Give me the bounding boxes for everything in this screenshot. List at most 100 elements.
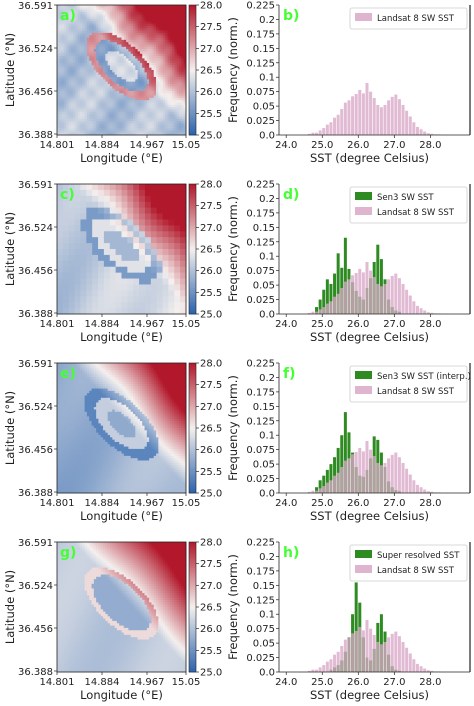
sst-pixel xyxy=(71,433,74,436)
sst-pixel xyxy=(89,428,92,431)
sst-pixel xyxy=(174,190,180,196)
sst-pixel xyxy=(89,70,92,73)
sst-pixel xyxy=(174,19,177,22)
sst-pixel xyxy=(110,273,116,279)
sst-pixel xyxy=(133,91,136,94)
sst-pixel xyxy=(110,35,113,38)
sst-pixel xyxy=(112,89,115,92)
sst-pixel xyxy=(154,17,157,20)
sst-pixel xyxy=(128,44,131,47)
sst-pixel xyxy=(73,435,76,438)
sst-pixel xyxy=(64,54,67,57)
sst-pixel xyxy=(133,7,136,10)
sst-pixel xyxy=(78,91,81,94)
sst-pixel xyxy=(66,100,69,103)
sst-pixel xyxy=(149,31,152,34)
sst-pixel xyxy=(94,89,97,92)
sst-pixel xyxy=(138,7,141,10)
sst-pixel xyxy=(147,96,150,99)
sst-pixel xyxy=(66,412,69,415)
sst-pixel xyxy=(168,243,174,249)
sst-pixel xyxy=(181,98,184,101)
sst-pixel xyxy=(158,84,161,87)
sst-pixel xyxy=(85,65,88,68)
sst-pixel xyxy=(165,40,168,43)
sst-pixel xyxy=(133,219,139,225)
sst-pixel xyxy=(75,128,78,131)
sst-pixel xyxy=(117,33,120,36)
sst-pixel xyxy=(154,72,157,75)
sst-pixel xyxy=(145,267,151,273)
sst-pixel xyxy=(117,70,120,73)
sst-pixel xyxy=(92,112,95,115)
sst-pixel xyxy=(94,365,97,368)
sst-pixel xyxy=(94,19,97,22)
sst-pixel xyxy=(62,437,65,440)
sst-pixel xyxy=(151,35,154,38)
sst-pixel xyxy=(63,237,69,243)
sst-pixel xyxy=(92,54,95,57)
sst-pixel xyxy=(126,40,129,43)
sst-pixel xyxy=(149,112,152,115)
sst-pixel xyxy=(75,68,78,71)
sst-pixel xyxy=(122,184,128,190)
sst-pixel xyxy=(75,396,78,399)
sst-pixel xyxy=(116,284,122,290)
sst-pixel xyxy=(131,49,134,52)
sst-pixel xyxy=(149,21,152,24)
sst-pixel xyxy=(87,10,90,13)
sst-pixel xyxy=(62,84,65,87)
sst-pixel xyxy=(179,70,182,73)
sst-pixel xyxy=(62,40,65,43)
sst-pixel xyxy=(172,58,175,61)
sst-pixel xyxy=(96,398,99,401)
sst-pixel xyxy=(181,96,184,99)
sst-pixel xyxy=(170,21,173,24)
colorbar-tick-label: 25.5 xyxy=(200,109,222,120)
sst-pixel xyxy=(115,121,118,124)
sst-pixel xyxy=(59,484,62,487)
sst-pixel xyxy=(163,107,166,110)
sst-pixel xyxy=(174,26,177,29)
sst-pixel xyxy=(80,484,83,487)
sst-pixel xyxy=(180,214,186,220)
sst-pixel xyxy=(122,225,128,231)
sst-pixel xyxy=(96,96,99,99)
sst-pixel xyxy=(179,96,182,99)
sst-pixel xyxy=(161,96,164,99)
sst-pixel xyxy=(140,123,143,126)
sst-pixel xyxy=(133,12,136,15)
sst-pixel xyxy=(174,121,177,124)
sst-pixel xyxy=(89,382,92,385)
histogram-bar xyxy=(376,284,379,314)
sst-pixel xyxy=(105,123,108,126)
sst-pixel xyxy=(57,426,60,429)
sst-pixel xyxy=(122,279,128,285)
sst-pixel xyxy=(147,38,150,41)
sst-pixel xyxy=(87,391,90,394)
sst-pixel xyxy=(103,82,106,85)
sst-pixel xyxy=(168,107,171,110)
sst-pixel xyxy=(57,28,60,31)
sst-pixel xyxy=(108,35,111,38)
sst-pixel xyxy=(80,84,83,87)
y-axis-label: Latitude (°N) xyxy=(3,212,17,286)
sst-pixel xyxy=(69,400,72,403)
sst-pixel xyxy=(96,456,99,459)
sst-pixel xyxy=(89,449,92,452)
sst-pixel xyxy=(119,84,122,87)
sst-pixel xyxy=(154,68,157,71)
sst-pixel xyxy=(138,116,141,119)
sst-pixel xyxy=(101,86,104,89)
sst-pixel xyxy=(87,121,90,124)
sst-pixel xyxy=(78,54,81,57)
sst-pixel xyxy=(163,196,169,202)
sst-pixel xyxy=(57,33,60,36)
sst-pixel xyxy=(112,116,115,119)
sst-pixel xyxy=(71,33,74,36)
sst-pixel xyxy=(154,77,157,80)
sst-pixel xyxy=(112,128,115,131)
sst-pixel xyxy=(66,61,69,64)
sst-pixel xyxy=(71,481,74,484)
sst-pixel xyxy=(57,38,60,41)
